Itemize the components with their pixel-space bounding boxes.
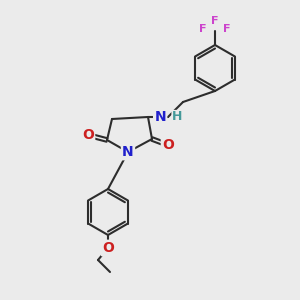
Text: F: F	[199, 24, 207, 34]
Text: N: N	[122, 145, 134, 159]
Text: N: N	[154, 110, 166, 124]
Text: O: O	[82, 128, 94, 142]
Text: H: H	[172, 110, 182, 124]
Text: O: O	[102, 241, 114, 255]
Text: F: F	[211, 16, 219, 26]
Text: O: O	[162, 138, 174, 152]
Text: F: F	[223, 24, 231, 34]
